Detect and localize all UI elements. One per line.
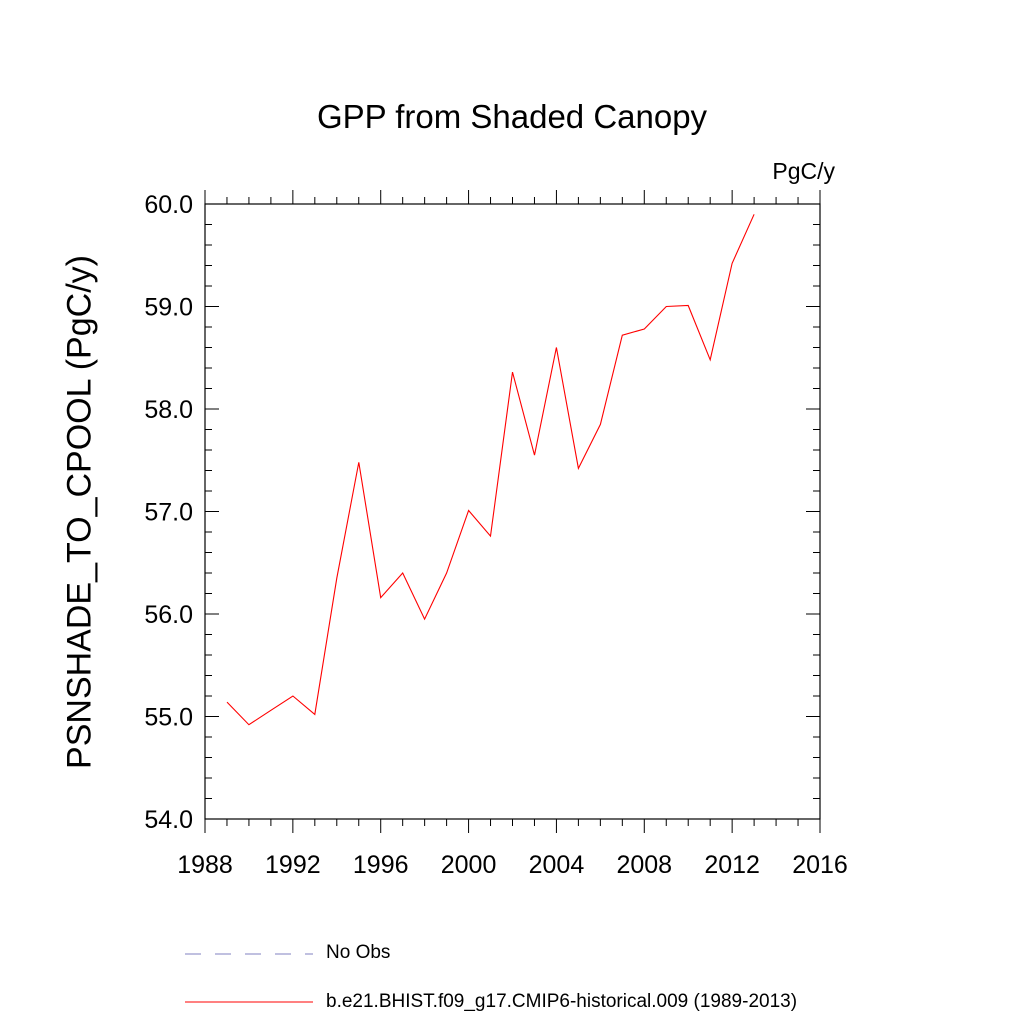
legend-label-no-obs: No Obs xyxy=(326,942,391,963)
x-tick-label: 2008 xyxy=(616,851,672,879)
x-tick-label: 2012 xyxy=(704,851,760,879)
x-tick-label: 1992 xyxy=(265,851,321,879)
series-line xyxy=(226,214,755,726)
x-tick-label: 1996 xyxy=(353,851,409,879)
chart-title: GPP from Shaded Canopy xyxy=(316,98,708,135)
y-tick-label: 59.0 xyxy=(144,294,193,322)
x-tick-label: 1988 xyxy=(177,851,233,879)
x-tick-label: 2016 xyxy=(792,851,848,879)
y-tick-label: 58.0 xyxy=(144,396,193,424)
plot-frame xyxy=(204,203,821,820)
units-label: PgC/y xyxy=(772,158,835,184)
y-tick-label: 55.0 xyxy=(144,704,193,732)
y-tick-label: 57.0 xyxy=(144,499,193,527)
x-tick-label: 2004 xyxy=(529,851,585,879)
legend-label-model: b.e21.BHIST.f09_g17.CMIP6-historical.009… xyxy=(326,991,798,1012)
x-tick-label: 2000 xyxy=(441,851,497,879)
y-tick-label: 54.0 xyxy=(144,806,193,834)
y-tick-label: 56.0 xyxy=(144,601,193,629)
y-tick-label: 60.0 xyxy=(144,191,193,219)
